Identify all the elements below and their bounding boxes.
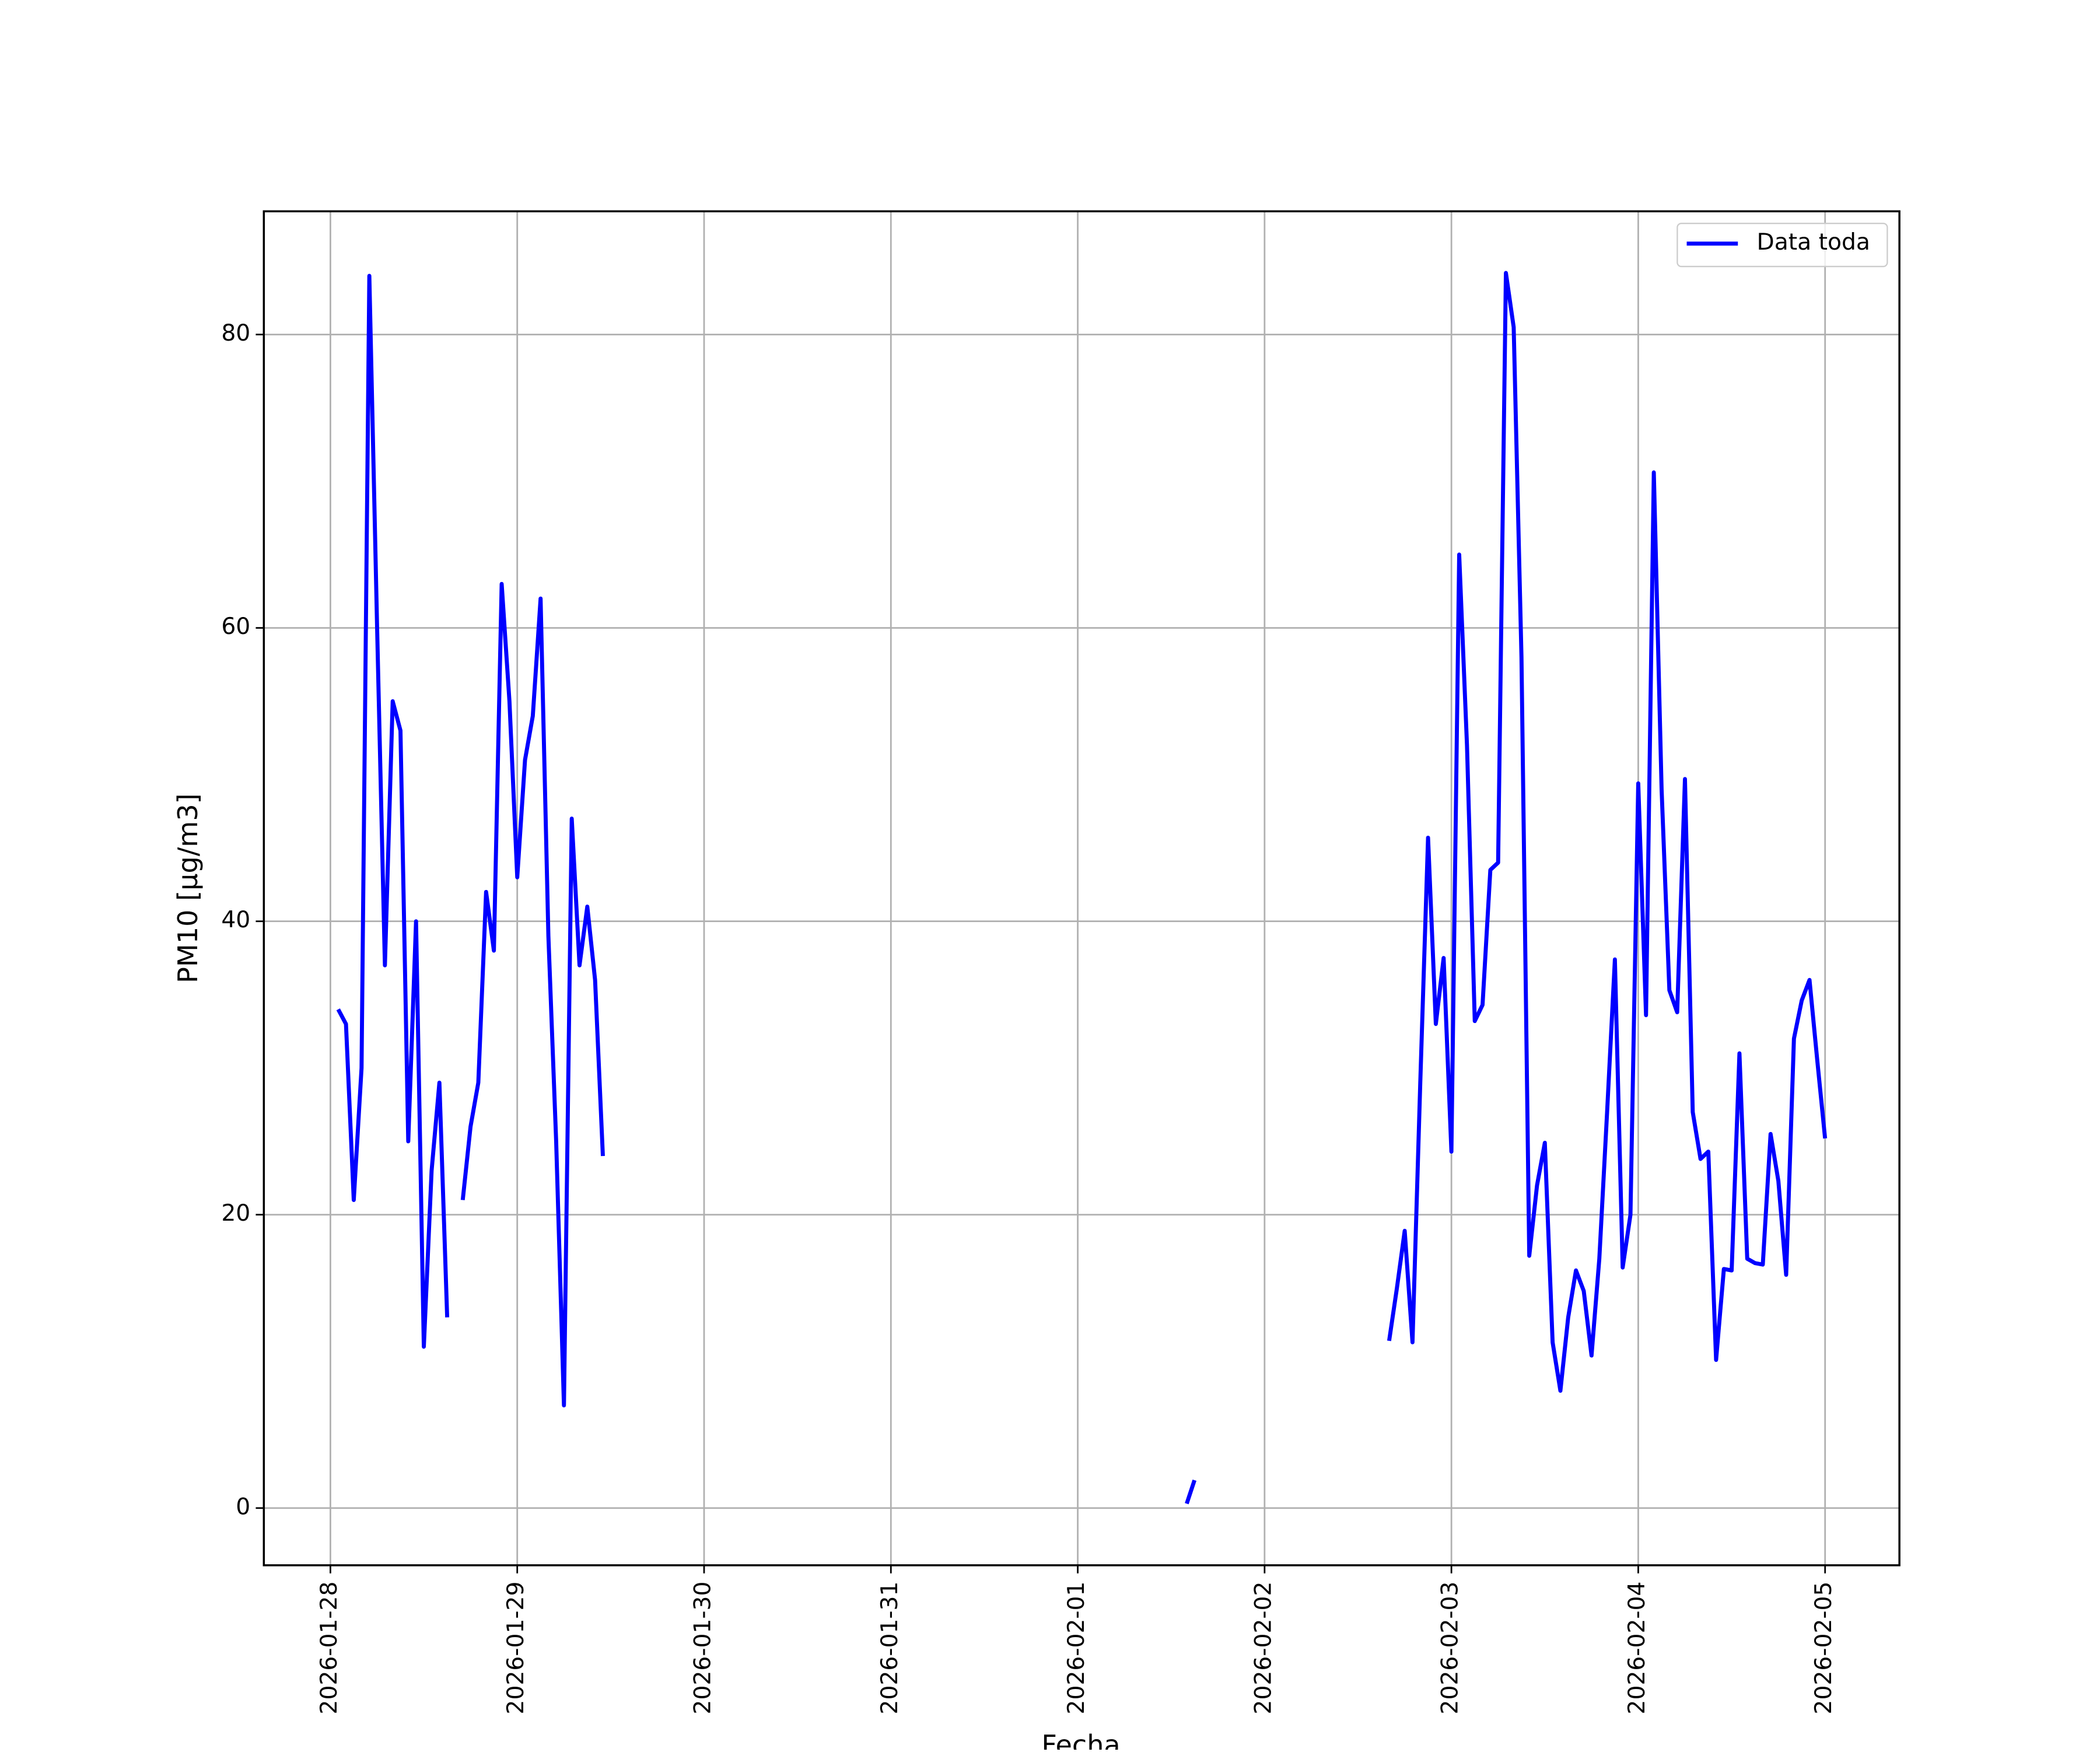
x-tick-label: 2026-02-02	[1250, 1582, 1276, 1715]
legend-box	[1676, 222, 1888, 268]
x-tick-label: 2026-02-01	[1063, 1582, 1090, 1715]
x-tick-label: 2026-01-29	[503, 1582, 529, 1715]
y-tick-label: 0	[236, 1494, 250, 1520]
x-tick-label: 2026-01-28	[316, 1582, 342, 1715]
x-tick-label: 2026-01-31	[877, 1582, 903, 1715]
data-line	[336, 271, 1828, 1505]
y-tick-label: 40	[221, 907, 250, 933]
legend-label: Data toda	[1757, 229, 1870, 255]
x-tick-label: 2026-02-04	[1624, 1582, 1650, 1715]
y-axis-label: PM10 [μg/m3]	[172, 793, 204, 983]
x-tick-label: 2026-02-05	[1811, 1582, 1837, 1715]
x-axis-label: Fecha	[1041, 1729, 1120, 1750]
x-tick-label: 2026-01-30	[690, 1582, 716, 1715]
legend: Data toda	[1676, 222, 1888, 268]
y-tick-label: 60	[221, 614, 250, 640]
x-tick-label: 2026-02-03	[1437, 1582, 1464, 1715]
plot-frame	[262, 210, 1901, 1567]
y-tick-label: 20	[221, 1200, 250, 1227]
y-tick-label: 80	[221, 320, 250, 346]
